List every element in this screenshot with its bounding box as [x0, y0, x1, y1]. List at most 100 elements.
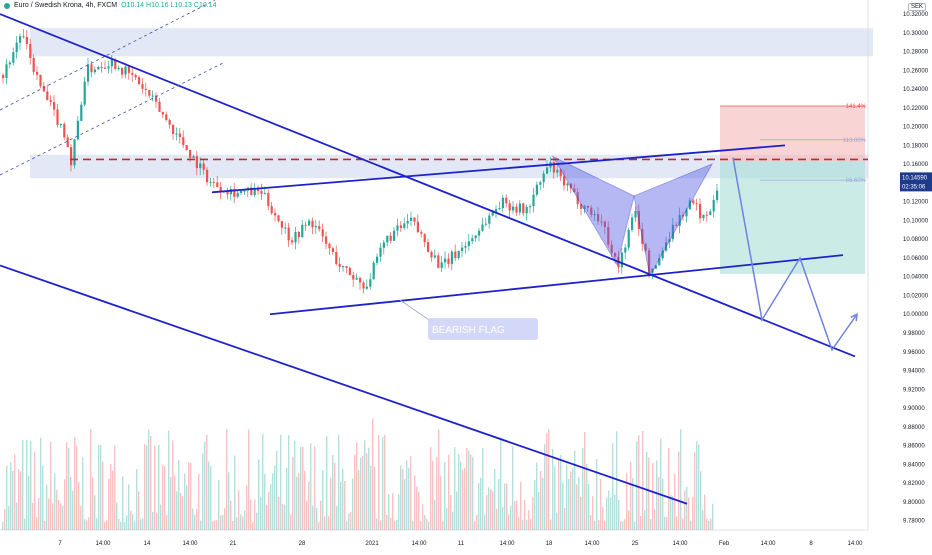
volume-bar [42, 465, 44, 530]
candle-body [243, 190, 246, 192]
volume-bar [450, 495, 452, 530]
candle-body [631, 217, 634, 230]
volume-bar [120, 521, 122, 530]
volume-bar [482, 447, 484, 530]
candle-body [563, 176, 566, 186]
volume-bar [304, 470, 306, 530]
candle-body [365, 286, 368, 289]
volume-bar [110, 464, 112, 530]
volume-bar [620, 521, 622, 530]
candle-body [287, 227, 290, 241]
candle-body [386, 235, 389, 243]
volume-bar [534, 479, 536, 530]
volume-bar [12, 471, 14, 530]
volume-bar [198, 473, 200, 530]
volume-bar [222, 514, 224, 530]
candle-body [379, 247, 382, 257]
volume-bar [346, 521, 348, 530]
volume-bar [218, 480, 220, 530]
volume-bar [10, 462, 12, 530]
volume-bar [324, 516, 326, 530]
volume-bar [176, 491, 178, 530]
volume-bar [106, 520, 108, 530]
time-tick-label: 28 [299, 541, 306, 547]
candle-body [352, 275, 355, 280]
symbol-title[interactable]: Euro / Swedish Krona, 4h, FXCM [14, 2, 118, 9]
volume-bar [20, 471, 22, 530]
volume-bar [572, 468, 574, 530]
current-price-label: 10.14590 [902, 175, 928, 181]
trendline-channel-bottom [0, 264, 688, 505]
candle-body [539, 182, 542, 185]
volume-bar [614, 494, 616, 530]
candle-body [318, 226, 321, 230]
volume-bar [678, 451, 680, 530]
volume-bar [446, 507, 448, 530]
volume-bar [154, 445, 156, 530]
candle-body [457, 250, 460, 258]
candle-body [600, 221, 603, 223]
volume-bar [378, 435, 380, 530]
volume-bar [172, 440, 174, 530]
candle-body [423, 233, 426, 243]
flag-callout-line [399, 299, 433, 323]
volume-bar [676, 516, 678, 530]
candle-body [270, 206, 273, 214]
fib-886-label: 88.60% [846, 178, 867, 184]
volume-bar [118, 518, 120, 530]
candle-body [440, 262, 443, 268]
volume-bar [182, 496, 184, 530]
volume-bar [270, 484, 272, 530]
volume-bar [164, 466, 166, 530]
price-tick-label: 9.84000 [903, 462, 925, 468]
volume-bar [290, 514, 292, 530]
candle-body [355, 277, 358, 280]
volume-bar [566, 464, 568, 530]
candle-body [675, 224, 678, 226]
volume-bar [420, 520, 422, 530]
volume-bar [202, 453, 204, 530]
candle-body [36, 71, 39, 75]
volume-bar [556, 512, 558, 530]
volume-bar [376, 518, 378, 530]
volume-bar [400, 465, 402, 530]
volume-bar [392, 493, 394, 530]
volume-bar [104, 521, 106, 530]
volume-bar [432, 460, 434, 530]
volume-bar [352, 478, 354, 530]
time-tick-label: 14:00 [847, 541, 863, 547]
volume-bar [26, 439, 28, 530]
volume-bar [704, 494, 706, 530]
currency-badge[interactable]: SEK [907, 3, 926, 11]
price-tick-label: 10.08000 [903, 237, 929, 243]
fib-1414-label: 141.4% [846, 104, 867, 110]
volume-bar [564, 507, 566, 530]
candle-body [212, 181, 215, 183]
candle-body [627, 229, 630, 248]
candle-body [277, 215, 280, 222]
volume-bar [664, 517, 666, 530]
candle-body [607, 227, 610, 245]
candle-body [260, 191, 263, 194]
candle-body [107, 66, 110, 69]
volume-bar [274, 465, 276, 530]
candle-body [138, 77, 141, 85]
price-tick-label: 9.98000 [903, 331, 925, 337]
volume-bar [258, 459, 260, 530]
volume-bar [80, 506, 82, 530]
time-tick-label: Feb [719, 541, 730, 547]
candle-body [682, 215, 685, 217]
volume-bar [178, 460, 180, 530]
candle-body [573, 188, 576, 193]
volume-bar [48, 498, 50, 530]
volume-bar [422, 504, 424, 530]
candle-body [685, 209, 688, 217]
candle-body [104, 67, 107, 69]
price-tick-label: 10.06000 [903, 256, 929, 262]
volume-bar [656, 460, 658, 530]
price-tick-label: 10.30000 [903, 31, 929, 37]
candle-body [491, 212, 494, 216]
price-tick-label: 9.82000 [903, 481, 925, 487]
price-tick-label: 10.10000 [903, 218, 929, 224]
